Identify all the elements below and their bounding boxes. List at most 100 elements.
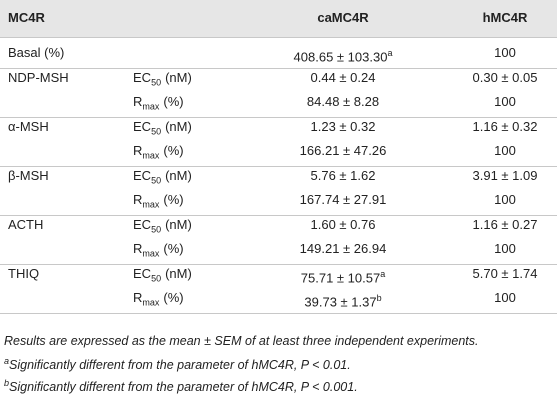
header-band — [0, 0, 557, 37]
param-main: EC — [133, 216, 152, 232]
ca-value: 39.73 ± 1.37 — [304, 294, 377, 310]
param-cell: Rmax (%) — [133, 286, 184, 310]
ca-cell: 1.60 ± 0.76 — [270, 213, 416, 237]
param-cell: Rmax (%) — [133, 90, 184, 114]
h-cell: 3.91 ± 1.09 — [472, 167, 538, 183]
param-sub: max — [142, 199, 160, 210]
footnote: bSignificantly different from the parame… — [4, 378, 358, 394]
param-unit: (%) — [163, 192, 184, 207]
footnote-mark: a — [387, 48, 393, 58]
ca-cell: 166.21 ± 47.26 — [270, 139, 416, 163]
param-unit: (nM) — [165, 216, 192, 232]
param-cell: Rmax (%) — [133, 139, 184, 163]
ca-value: 149.21 ± 26.94 — [299, 241, 387, 256]
param-sub: 50 — [151, 224, 162, 235]
h-cell: 1.16 ± 0.27 — [472, 216, 538, 232]
footnote-mark: a — [4, 356, 10, 366]
row-label: THIQ — [8, 265, 40, 281]
param-cell: Rmax (%) — [133, 188, 184, 212]
rule — [0, 312, 557, 314]
param-main: R — [133, 94, 143, 109]
header-cell: caMC4R — [317, 10, 369, 25]
ca-value: 5.76 ± 1.62 — [310, 167, 376, 183]
ca-cell: 39.73 ± 1.37b — [270, 286, 416, 310]
ca-value: 408.65 ± 103.30 — [293, 49, 388, 65]
rule — [0, 263, 557, 265]
header-cell: MC4R — [8, 10, 45, 25]
footnote: aSignificantly different from the parame… — [4, 356, 351, 372]
param-unit: (nM) — [165, 265, 192, 281]
param-unit: (nM) — [165, 167, 192, 183]
ca-value: 1.60 ± 0.76 — [310, 216, 376, 232]
row-label: ACTH — [8, 216, 44, 232]
param-unit: (%) — [163, 143, 184, 158]
ca-cell: 84.48 ± 8.28 — [270, 90, 416, 114]
h-cell: 0.30 ± 0.05 — [472, 69, 538, 85]
ca-value: 84.48 ± 8.28 — [306, 94, 380, 109]
param-cell: EC50 (nM) — [133, 213, 192, 237]
param-sub: 50 — [151, 126, 162, 137]
h-cell: 1.16 ± 0.32 — [472, 118, 538, 134]
ca-value: 1.23 ± 0.32 — [310, 118, 376, 134]
param-unit: (%) — [163, 94, 184, 109]
rule — [0, 214, 557, 216]
param-cell: EC50 (nM) — [133, 164, 192, 188]
param-main: EC — [133, 167, 152, 183]
footnote: Results are expressed as the mean ± SEM … — [4, 334, 478, 348]
row-label: β-MSH — [8, 167, 49, 183]
param-unit: (%) — [163, 241, 184, 256]
h-cell: 100 — [494, 241, 516, 256]
param-main: R — [133, 143, 143, 158]
h-cell: 100 — [494, 45, 516, 60]
param-sub: max — [142, 101, 160, 112]
rule — [0, 165, 557, 167]
param-main: R — [133, 290, 143, 305]
ca-value: 0.44 ± 0.24 — [310, 69, 376, 85]
footnote-text: Significantly different from the paramet… — [9, 358, 351, 373]
param-sub: max — [142, 150, 160, 161]
param-cell: Rmax (%) — [133, 237, 184, 261]
param-sub: 50 — [151, 273, 162, 284]
h-cell: 100 — [494, 143, 516, 158]
param-sub: 50 — [151, 175, 162, 186]
param-main: R — [133, 241, 143, 256]
param-unit: (%) — [163, 290, 184, 305]
param-cell: EC50 (nM) — [133, 66, 192, 90]
h-cell: 5.70 ± 1.74 — [472, 265, 538, 281]
ca-value: 75.71 ± 10.57 — [300, 269, 381, 285]
rule — [0, 67, 557, 69]
h-cell: 100 — [494, 192, 516, 207]
param-unit: (nM) — [165, 69, 192, 85]
h-cell: 100 — [494, 290, 516, 305]
rule — [0, 116, 557, 118]
param-main: EC — [133, 118, 152, 134]
param-sub: max — [142, 248, 160, 259]
param-sub: 50 — [151, 77, 162, 88]
ca-value: 167.74 ± 27.91 — [299, 192, 387, 207]
param-main: EC — [133, 265, 152, 281]
ca-cell: 75.71 ± 10.57a — [270, 262, 416, 286]
param-unit: (nM) — [165, 118, 192, 134]
footnote-mark: b — [376, 293, 382, 303]
h-cell: 100 — [494, 94, 516, 109]
param-main: R — [133, 192, 143, 207]
header-cell: hMC4R — [482, 10, 528, 25]
footnote-text: Results are expressed as the mean ± SEM … — [4, 334, 479, 348]
footnote-mark: b — [4, 378, 10, 388]
ca-cell: 408.65 ± 103.30a — [270, 41, 416, 65]
rule — [0, 37, 557, 38]
ca-cell: 1.23 ± 0.32 — [270, 115, 416, 139]
row-label: NDP-MSH — [8, 69, 69, 85]
row-label: α-MSH — [8, 118, 49, 134]
ca-cell: 167.74 ± 27.91 — [270, 188, 416, 212]
ca-cell: 0.44 ± 0.24 — [270, 66, 416, 90]
param-cell: EC50 (nM) — [133, 262, 192, 286]
footnote-text: Significantly different from the paramet… — [9, 380, 358, 395]
param-cell: EC50 (nM) — [133, 115, 192, 139]
ca-cell: 149.21 ± 26.94 — [270, 237, 416, 261]
footnote-mark: a — [380, 268, 386, 279]
ca-cell: 5.76 ± 1.62 — [270, 164, 416, 188]
ca-value: 166.21 ± 47.26 — [299, 143, 387, 158]
row-label: Basal (%) — [8, 45, 65, 60]
